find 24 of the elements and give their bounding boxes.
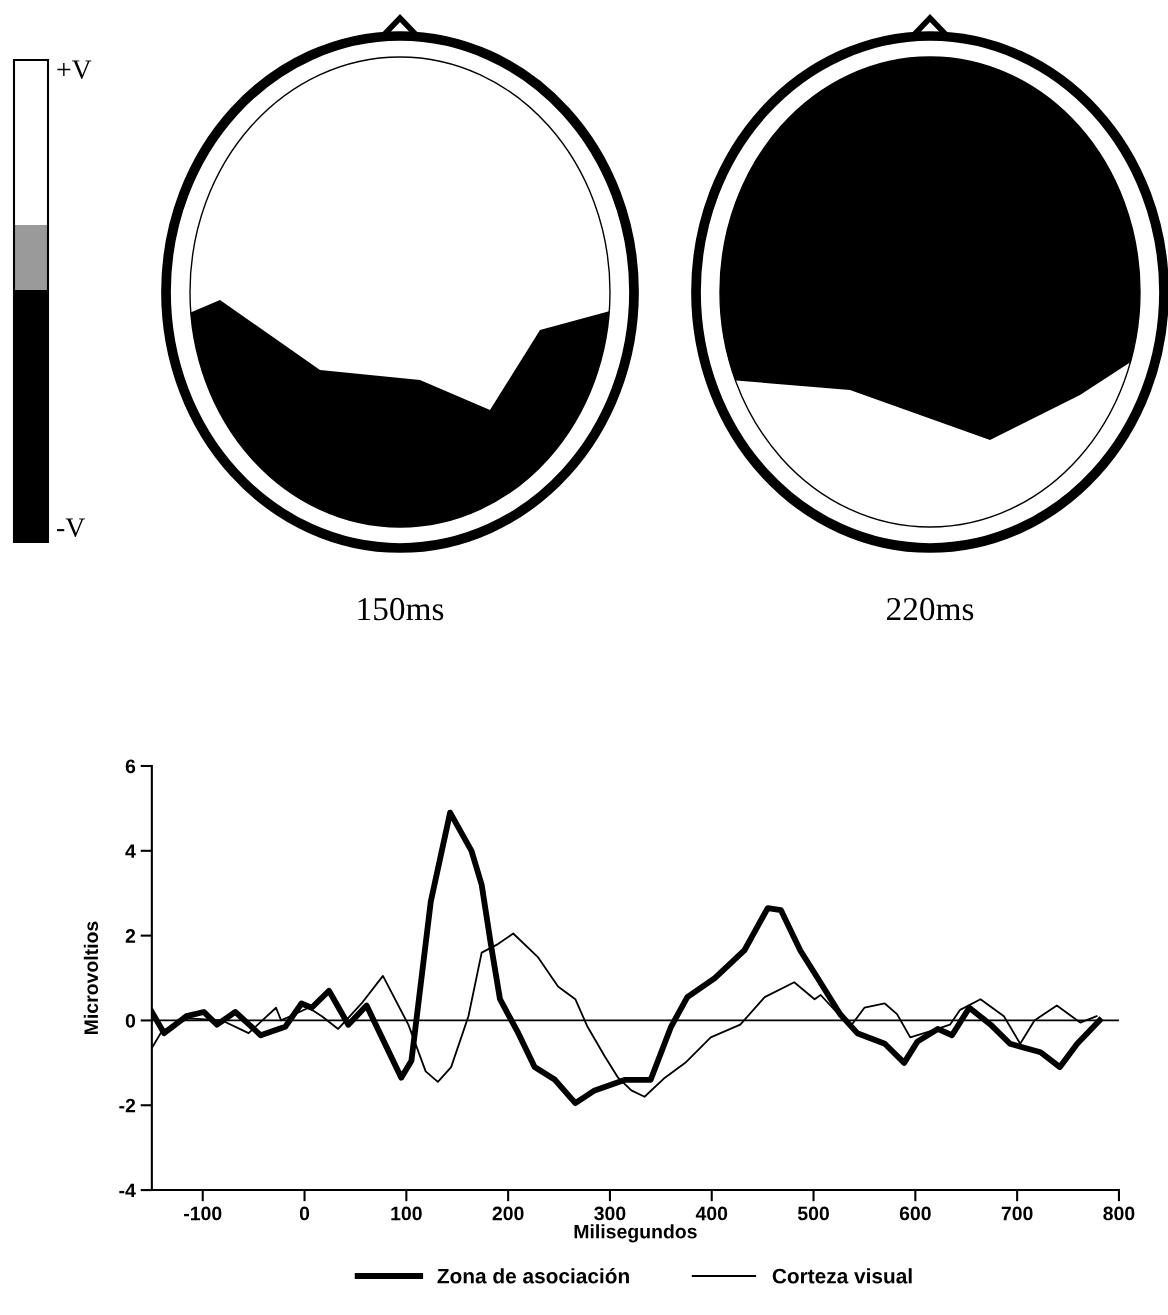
y-tick-label: 0	[125, 1013, 136, 1028]
x-axis-title: Milisegundos	[574, 1224, 697, 1243]
x-tick-label: 0	[299, 1206, 310, 1221]
y-tick-label: 4	[125, 844, 136, 858]
legend-label: Corteza visual	[772, 1268, 912, 1284]
text: 150ms	[358, 597, 444, 621]
y-tick-label: 6	[125, 759, 136, 774]
legend-label: Zona de asociación	[437, 1268, 629, 1284]
x-tick-label: 700	[1001, 1206, 1033, 1221]
text: -V	[57, 518, 85, 538]
y-tick-label: -4	[119, 1183, 136, 1198]
x-tick-label: 300	[594, 1206, 626, 1221]
text: +V	[57, 60, 92, 80]
x-tick-label: 100	[391, 1206, 422, 1221]
y-tick-label: 2	[125, 929, 136, 943]
x-tick-label: 500	[797, 1206, 829, 1221]
x-tick-label: 200	[492, 1206, 524, 1221]
x-tick-label: 600	[899, 1206, 931, 1221]
x-tick-label: -100	[184, 1206, 222, 1221]
text: 220ms	[887, 597, 974, 621]
x-tick-label: 800	[1103, 1206, 1135, 1221]
y-tick-label: -2	[119, 1098, 136, 1113]
y-axis-title: Microvoltios	[83, 921, 99, 1034]
x-tick-label: 400	[695, 1206, 728, 1221]
